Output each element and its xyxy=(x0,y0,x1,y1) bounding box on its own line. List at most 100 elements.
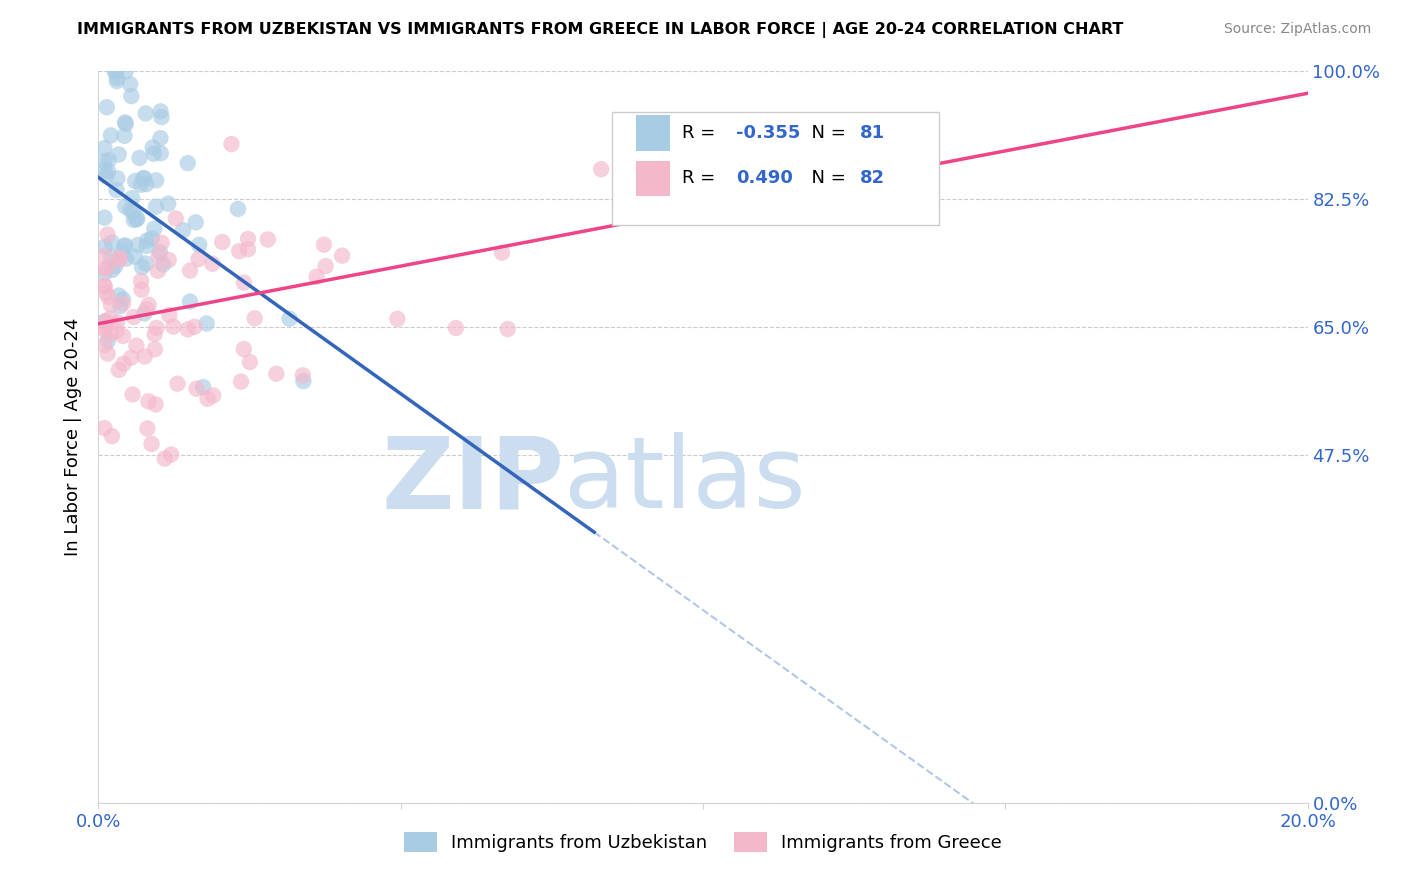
Point xyxy=(105,324,128,338)
Point xyxy=(104,64,127,78)
Point xyxy=(134,306,156,320)
Point xyxy=(97,334,120,348)
Point xyxy=(93,279,115,293)
Point xyxy=(97,290,120,304)
Point xyxy=(97,153,120,168)
Point xyxy=(93,211,115,225)
Point xyxy=(111,296,134,310)
Point xyxy=(232,342,254,356)
Point xyxy=(330,249,353,263)
Point xyxy=(256,233,278,247)
Point xyxy=(148,249,170,263)
Point xyxy=(105,315,128,329)
Point xyxy=(228,244,250,259)
Point xyxy=(143,327,166,342)
Point xyxy=(120,351,142,365)
Point xyxy=(114,199,136,213)
Point xyxy=(146,264,169,278)
Point xyxy=(197,392,219,406)
Point xyxy=(112,357,135,371)
Point xyxy=(229,375,252,389)
Point xyxy=(114,238,136,252)
Point xyxy=(129,178,152,192)
Point xyxy=(125,339,148,353)
Point xyxy=(104,64,127,78)
Point xyxy=(112,329,135,343)
Point xyxy=(122,204,145,219)
Point xyxy=(93,421,115,435)
Point xyxy=(124,250,146,264)
Point xyxy=(191,380,214,394)
Point xyxy=(105,171,128,186)
Point xyxy=(132,171,155,186)
Point xyxy=(187,252,209,266)
Point xyxy=(202,388,225,402)
Point xyxy=(96,169,118,184)
Point xyxy=(131,260,153,274)
Point xyxy=(135,177,157,191)
Point xyxy=(125,212,148,227)
Point xyxy=(127,211,149,226)
Point xyxy=(138,298,160,312)
Point xyxy=(278,311,301,326)
Point xyxy=(444,321,467,335)
Point xyxy=(124,174,146,188)
Point xyxy=(239,355,262,369)
FancyBboxPatch shape xyxy=(637,115,671,151)
Point xyxy=(127,238,149,252)
Point xyxy=(97,164,120,178)
Point xyxy=(108,299,131,313)
Point xyxy=(177,156,200,170)
Point xyxy=(266,367,288,381)
Point xyxy=(292,374,315,388)
Point xyxy=(98,326,121,341)
Point xyxy=(120,77,142,91)
Point xyxy=(104,259,127,273)
Point xyxy=(236,232,259,246)
Point xyxy=(93,266,115,280)
Point xyxy=(143,343,166,357)
Point xyxy=(96,227,118,242)
Point xyxy=(101,263,124,277)
Point xyxy=(179,294,201,309)
Point xyxy=(105,183,128,197)
Point xyxy=(186,382,208,396)
Point xyxy=(153,451,176,466)
Text: ZIP: ZIP xyxy=(381,433,564,530)
Point xyxy=(491,245,513,260)
Text: 82: 82 xyxy=(860,169,886,187)
Point xyxy=(165,211,187,226)
Point xyxy=(96,100,118,114)
Point xyxy=(120,202,142,217)
Point xyxy=(100,251,122,265)
Point xyxy=(120,89,142,103)
Point xyxy=(188,237,211,252)
Text: R =: R = xyxy=(682,124,721,142)
Point xyxy=(111,293,134,307)
Point xyxy=(107,147,129,161)
Point xyxy=(93,314,115,328)
Point xyxy=(160,448,183,462)
Point xyxy=(157,196,180,211)
Legend: Immigrants from Uzbekistan, Immigrants from Greece: Immigrants from Uzbekistan, Immigrants f… xyxy=(396,824,1010,860)
Point xyxy=(183,319,205,334)
Point xyxy=(96,261,118,276)
Text: 81: 81 xyxy=(860,124,886,142)
Point xyxy=(149,245,172,260)
Point xyxy=(157,308,180,322)
Text: atlas: atlas xyxy=(564,433,806,530)
Point xyxy=(93,338,115,352)
Point xyxy=(136,234,159,248)
Point xyxy=(93,278,115,293)
Text: -0.355: -0.355 xyxy=(735,124,800,142)
Text: IMMIGRANTS FROM UZBEKISTAN VS IMMIGRANTS FROM GREECE IN LABOR FORCE | AGE 20-24 : IMMIGRANTS FROM UZBEKISTAN VS IMMIGRANTS… xyxy=(77,22,1123,38)
Point xyxy=(129,274,152,288)
Y-axis label: In Labor Force | Age 20-24: In Labor Force | Age 20-24 xyxy=(65,318,83,557)
Point xyxy=(121,191,143,205)
Point xyxy=(134,350,156,364)
Point xyxy=(195,317,218,331)
Point xyxy=(149,146,172,161)
Point xyxy=(236,242,259,256)
Point xyxy=(305,269,328,284)
Point xyxy=(591,162,613,177)
